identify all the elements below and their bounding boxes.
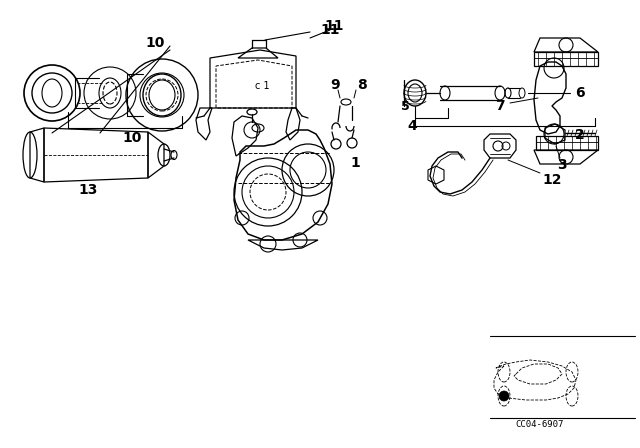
Text: 10: 10 [122, 131, 141, 145]
Text: 11: 11 [324, 19, 344, 33]
Text: 10: 10 [145, 36, 164, 50]
Circle shape [499, 391, 509, 401]
Text: 2: 2 [575, 128, 585, 142]
Text: 12: 12 [542, 173, 562, 187]
Text: 9: 9 [330, 78, 340, 92]
Text: 5: 5 [401, 99, 410, 112]
Text: 1: 1 [350, 156, 360, 170]
Text: 8: 8 [357, 78, 367, 92]
Text: 13: 13 [78, 183, 98, 197]
Text: c 1: c 1 [255, 81, 269, 91]
Text: 7: 7 [495, 99, 505, 113]
Text: CC04-6907: CC04-6907 [516, 419, 564, 428]
Text: 3: 3 [557, 158, 567, 172]
Text: 11: 11 [320, 23, 340, 37]
Text: 4: 4 [407, 119, 417, 133]
Text: 6: 6 [575, 86, 585, 100]
